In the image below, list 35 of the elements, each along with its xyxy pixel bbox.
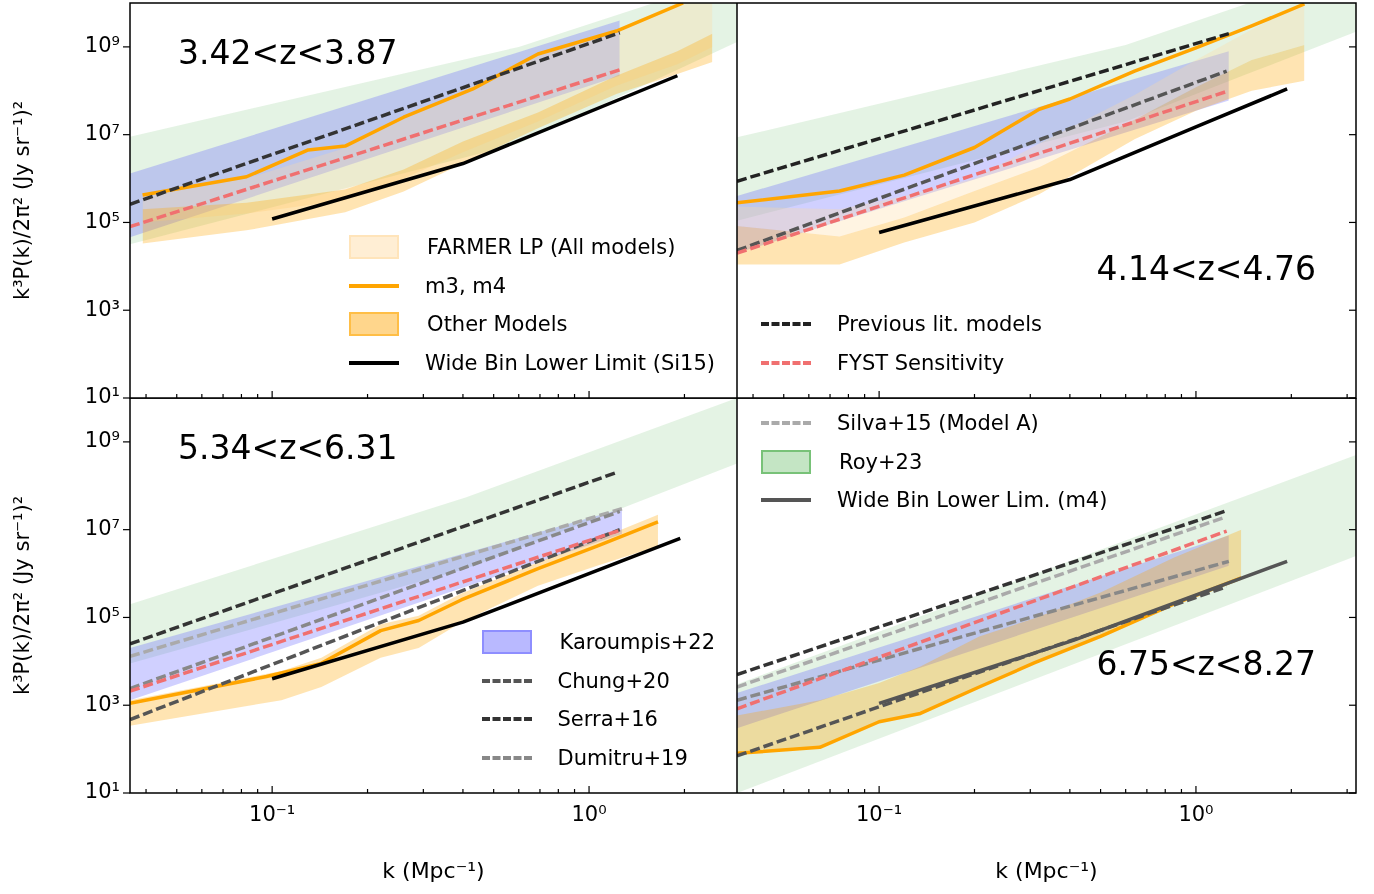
y-tick-label: 10⁹ xyxy=(84,428,120,453)
legend-label: FYST Sensitivity xyxy=(837,349,1005,377)
y-tick-label: 10⁷ xyxy=(84,121,120,146)
legend-label: Serra+16 xyxy=(557,706,658,733)
y-tick-label: 10⁵ xyxy=(84,603,120,628)
x-axis-title: k (Mpc⁻¹) xyxy=(995,857,1098,883)
y-axis-title: k³P(k)/2π² (Jy sr⁻¹)² xyxy=(10,494,34,698)
x-tick-label: 10⁻¹ xyxy=(856,802,903,827)
y-tick-label: 10⁵ xyxy=(84,208,120,233)
y-tick-label: 10⁷ xyxy=(84,516,120,541)
y-tick-label: 10¹ xyxy=(84,384,120,409)
x-tick-label: 10⁰ xyxy=(1178,802,1214,827)
annotation: 3.42<z<3.87 xyxy=(178,33,398,72)
legend-label: Silva+15 (Model A) xyxy=(837,410,1039,437)
y-axis-title: k³P(k)/2π² (Jy sr⁻¹)² xyxy=(10,99,34,303)
legend-label: Wide Bin Lower Limit (Si15) xyxy=(425,349,715,377)
y-tick-label: 10¹ xyxy=(84,779,120,804)
y-tick-label: 10³ xyxy=(84,296,120,321)
legend-label: Previous lit. models xyxy=(837,311,1043,338)
annotation: 5.34<z<6.31 xyxy=(178,428,398,467)
legend-label: FARMER LP (All models) xyxy=(427,234,676,261)
legend-label: m3, m4 xyxy=(425,272,507,300)
y-tick-label: 10³ xyxy=(84,691,120,716)
x-tick-label: 10⁰ xyxy=(571,802,607,827)
annotation: 4.14<z<4.76 xyxy=(1096,249,1316,288)
legend-label: Roy+23 xyxy=(839,448,923,476)
legend-label: Karoumpis+22 xyxy=(559,629,715,656)
y-tick-label: 10⁹ xyxy=(84,33,120,58)
annotation: 6.75<z<8.27 xyxy=(1096,644,1316,683)
x-tick-label: 10⁻¹ xyxy=(249,802,296,827)
legend-label: Chung+20 xyxy=(557,667,670,695)
legend-label: Dumitru+19 xyxy=(557,744,688,772)
legend-label: Other Models xyxy=(427,311,568,338)
x-axis-title: k (Mpc⁻¹) xyxy=(382,857,485,883)
legend-label: Wide Bin Lower Lim. (m4) xyxy=(837,487,1108,514)
